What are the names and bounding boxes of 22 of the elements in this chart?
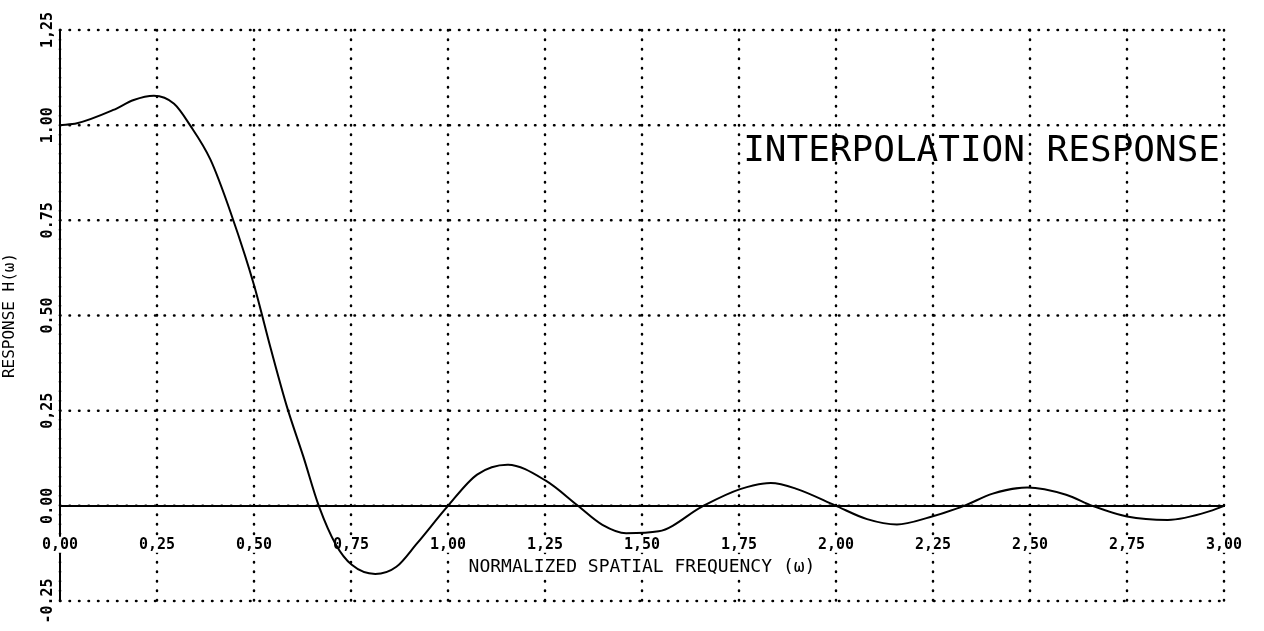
x-tick-label: 0,50	[235, 535, 273, 554]
x-tick-label: 1,75	[720, 535, 758, 554]
x-tick-label: 1,25	[526, 535, 564, 554]
x-tick-label: 2,75	[1108, 535, 1146, 554]
x-tick-label: 1,00	[429, 535, 467, 554]
x-tick-label: 2,50	[1011, 535, 1049, 554]
x-tick-label: 2,00	[817, 535, 855, 554]
y-tick-label: 0.75	[37, 202, 56, 239]
y-tick-label: 1.00	[37, 107, 56, 144]
x-axis-title: NORMALIZED SPATIAL FREQUENCY (ω)	[468, 554, 816, 576]
x-tick-label: 3,00	[1205, 535, 1243, 554]
y-tick-label: 1,25	[37, 11, 56, 49]
y-axis-title: RESPONSE H(ω)	[0, 252, 18, 379]
x-tick-label: 0,00	[41, 535, 79, 554]
y-tick-label: 0.00	[37, 487, 56, 524]
y-tick-label: 0.50	[37, 297, 56, 334]
y-tick-label: -0.25	[37, 578, 56, 624]
y-tick-label: 0,25	[37, 392, 56, 429]
x-tick-label: 0,25	[138, 535, 176, 554]
x-tick-label: 1,50	[623, 535, 661, 554]
x-tick-label: 2,25	[914, 535, 952, 554]
text: INTERPOLATION RESPONSE	[743, 128, 1220, 170]
